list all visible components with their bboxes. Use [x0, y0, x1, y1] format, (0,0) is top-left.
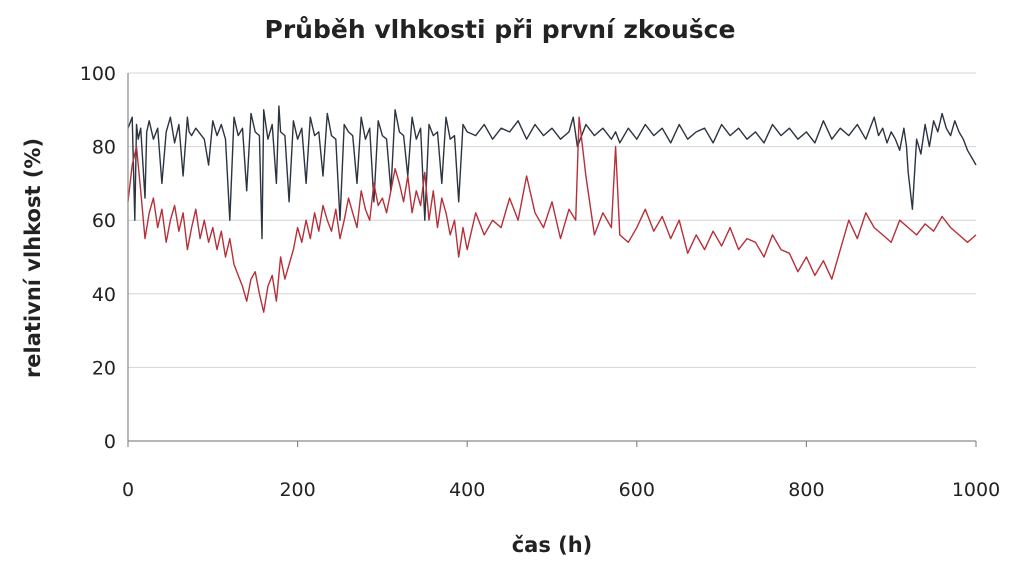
x-tick-label-1000: 1000 [952, 479, 1000, 501]
series-line-1 [127, 105, 977, 240]
x-axis-title: čas (h) [512, 533, 593, 557]
axes [127, 73, 977, 447]
x-tick-label-800: 800 [788, 479, 824, 501]
x-tick-label-0: 0 [122, 479, 134, 501]
y-tick-label-0: 0 [104, 431, 116, 453]
series-layer [127, 105, 977, 313]
y-tick-label-40: 40 [92, 284, 116, 306]
y-tick-label-80: 80 [92, 137, 116, 159]
y-tick-label-60: 60 [92, 210, 116, 232]
x-tick-label-400: 400 [449, 479, 485, 501]
y-tick-label-100: 100 [80, 63, 116, 85]
x-tick-label-200: 200 [279, 479, 315, 501]
gridlines [128, 72, 976, 368]
y-axis-title: relativní vlhkost (%) [21, 138, 45, 378]
x-tick-label-600: 600 [619, 479, 655, 501]
series-line-2 [127, 116, 977, 313]
chart-title: Průběh vlhkosti při první zkoušce [265, 15, 736, 44]
y-tick-label-20: 20 [92, 357, 116, 379]
